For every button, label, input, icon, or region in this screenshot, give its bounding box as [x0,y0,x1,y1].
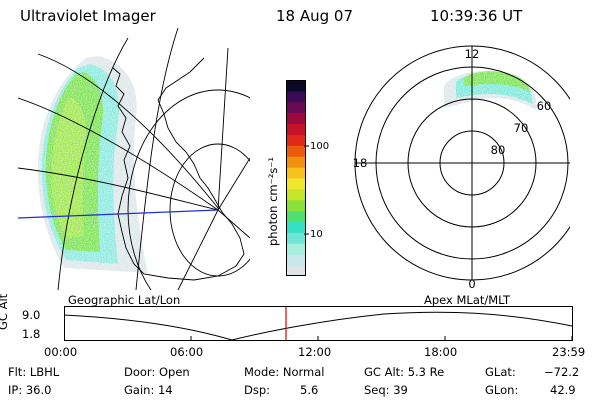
altitude-plot [64,306,573,341]
date-label: 18 Aug 07 [276,7,353,25]
colorbar-band [286,210,306,223]
colorbar-band [286,80,306,92]
colorbar-band [286,199,306,212]
glat-value: −72.2 [544,365,580,379]
altitude-xtick-1200: 12:00 [298,345,332,359]
colorbar-band [286,101,306,114]
altitude-ylabel: GC Alt [0,293,10,330]
mlt-label-12: 12 [465,47,480,61]
glon-value: 42.9 [550,383,576,397]
dsp-value: 5.6 [300,383,319,397]
colorbar-band [286,145,306,157]
colorbar [286,80,306,277]
altitude-xtick-2359: 23:59 [552,345,586,359]
altitude-curve [64,311,573,341]
colorbar-band [286,156,306,168]
seq-status: Seq: 39 [364,383,408,397]
mlat-label-60: 60 [537,99,552,113]
spacecraft-meridian [18,209,219,219]
altitude-xtick-0000: 00:00 [44,345,78,359]
colorbar-tick-100: 100 [310,141,330,152]
mlat-label-70: 70 [514,121,529,135]
colorbar-band [286,265,306,277]
polar-grid [354,45,570,281]
filter-status: Flt: LBHL [8,365,60,379]
colorbar-band [286,167,306,179]
altitude-ytick-low: 1.8 [22,327,41,341]
gc-alt-status: GC Alt: 5.3 Re [364,365,445,379]
colorbar-band [286,243,306,255]
mode-status: Mode: Normal [244,365,325,379]
colorbar-tick-10: 10 [310,229,323,240]
geo-grid [18,28,250,290]
colorbar-band [286,123,306,135]
colorbar-band [286,221,306,233]
colorbar-unit-label: photon cm⁻²s⁻¹ [266,157,280,246]
geographic-panel-label: Geographic Lat/Lon [68,293,181,307]
mlat-label-80: 80 [491,143,506,157]
colorbar-band [286,178,306,190]
glon-label: GLon: [485,383,519,397]
time-label: 10:39:36 UT [430,7,523,25]
altitude-ytick-high: 9.0 [22,308,41,322]
colorbar-gradient [286,80,306,277]
mlt-label-18: 18 [353,156,368,170]
polar-plot: 12 0 18 6 60 70 80 [353,45,570,291]
coastline [112,57,245,281]
glat-label: GLat: [485,365,516,379]
altitude-xtick-1800: 18:00 [424,345,458,359]
mlt-label-0: 0 [468,277,475,291]
colorbar-band [286,232,306,244]
dsp-label: Dsp: [244,383,271,397]
polar-panel-label: Apex MLat/MLT [424,293,511,307]
gain-status: Gain: 14 [124,383,173,397]
colorbar-band [286,254,306,266]
colorbar-ticks [304,145,309,235]
colorbar-band [286,90,306,103]
colorbar-band [286,112,306,125]
door-status: Door: Open [124,365,190,379]
instrument-title: Ultraviolet Imager [20,7,156,25]
colorbar-band [286,134,306,146]
colorbar-band [286,188,306,201]
ip-status: IP: 36.0 [8,383,52,397]
altitude-xtick-0600: 06:00 [170,345,204,359]
geographic-map [18,28,250,290]
